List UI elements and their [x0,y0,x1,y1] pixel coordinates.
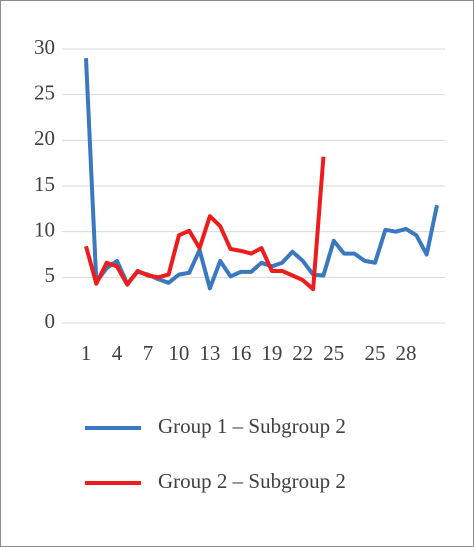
x-tick-label: 4 [112,341,123,365]
y-tick-label: 0 [45,309,56,333]
x-tick-label: 25 [365,341,386,365]
x-tick-label: 22 [292,341,313,365]
series-line [84,156,326,292]
legend-label: Group 2 – Subgroup 2 [158,469,346,493]
x-tick-label: 19 [261,341,282,365]
x-tick-label: 1 [81,341,92,365]
y-tick-label: 15 [34,172,55,196]
legend-label: Group 1 – Subgroup 2 [158,414,346,438]
x-tick-label: 16 [230,341,251,365]
x-tick-label: 7 [143,341,154,365]
x-tick-label: 13 [199,341,220,365]
x-tick-label: 10 [168,341,189,365]
x-tick-label: 25 [323,341,344,365]
y-tick-label: 20 [34,126,55,150]
y-tick-label: 5 [45,263,56,287]
y-tick-label: 25 [34,80,55,104]
y-tick-label: 30 [34,35,55,59]
y-tick-label: 10 [34,217,55,241]
x-tick-label: 28 [396,341,417,365]
